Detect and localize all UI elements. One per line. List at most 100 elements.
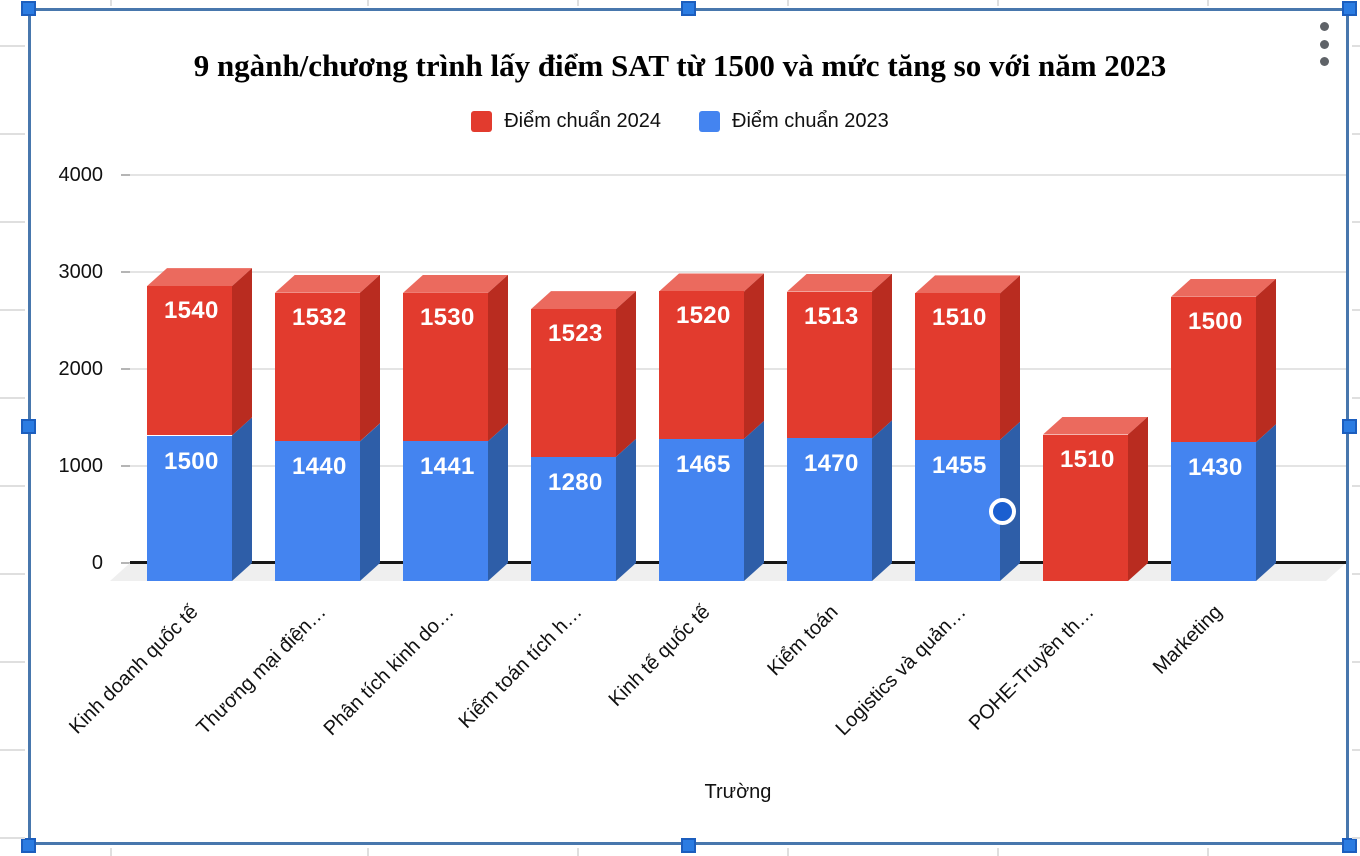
- y-axis-tick: [121, 368, 130, 370]
- chart-selection-border[interactable]: [28, 8, 1349, 845]
- kebab-menu-icon[interactable]: [1312, 20, 1336, 68]
- bar-segment-2024[interactable]: 1510: [915, 293, 1000, 440]
- data-label-2024: 1530: [420, 303, 475, 331]
- sheet-gridline: [1352, 749, 1360, 751]
- data-label-2023: 1440: [292, 453, 347, 481]
- data-label-2024: 1513: [804, 302, 859, 330]
- data-label-2024: 1520: [676, 302, 731, 330]
- selection-handle-top-left[interactable]: [20, 0, 36, 16]
- sheet-gridline: [1352, 573, 1360, 575]
- bar-top-face: [403, 274, 508, 293]
- data-label-2024: 1510: [1060, 445, 1115, 473]
- sheet-gridline: [1352, 221, 1360, 223]
- sheet-gridline: [1352, 45, 1360, 47]
- selection-handle-top-right[interactable]: [1341, 0, 1357, 16]
- bar-segment-2024[interactable]: 1530: [403, 292, 488, 442]
- bar-segment-2024[interactable]: 1532: [275, 292, 360, 442]
- data-label-2023: 1465: [676, 450, 731, 478]
- legend-item-2024[interactable]: Điểm chuẩn 2024: [471, 110, 661, 133]
- bar-top-face: [147, 268, 252, 287]
- bar-segment-2023[interactable]: 1455: [915, 439, 1000, 581]
- bar-side-face-2024: [1256, 278, 1276, 442]
- data-label-2024: 1510: [932, 304, 987, 332]
- bar-side-face-2023: [1256, 424, 1276, 581]
- sheet-gridline: [1352, 397, 1360, 399]
- legend-label: Điểm chuẩn 2023: [732, 110, 889, 132]
- datapoint-highlight-circle[interactable]: [989, 498, 1016, 525]
- sheet-gridline: [110, 848, 112, 856]
- y-axis-tick: [121, 271, 130, 273]
- y-axis-tick: [121, 562, 130, 564]
- bar-segment-2023[interactable]: 1465: [659, 438, 744, 581]
- sheet-gridline: [0, 397, 25, 399]
- sheet-gridline: [0, 45, 25, 47]
- bar-segment-2024[interactable]: 1523: [531, 309, 616, 457]
- selection-handle-top-center[interactable]: [681, 0, 696, 16]
- sheet-gridline: [1352, 133, 1360, 135]
- data-label-2023: 1470: [804, 450, 859, 478]
- selection-handle-bottom-right[interactable]: [1341, 837, 1357, 853]
- sheet-gridline: [997, 848, 999, 856]
- bar-segment-2023[interactable]: 1441: [403, 441, 488, 581]
- sheet-gridline: [0, 309, 25, 311]
- data-label-2024: 1500: [1188, 307, 1243, 335]
- bar-side-face-2024: [1000, 275, 1020, 440]
- legend-item-2023[interactable]: Điểm chuẩn 2023: [699, 110, 889, 133]
- y-axis-label: 4000: [58, 164, 104, 186]
- sheet-gridline: [367, 848, 369, 856]
- bar-segment-2023[interactable]: 1430: [1171, 442, 1256, 581]
- y-axis-label: 2000: [58, 358, 104, 380]
- y-axis-tick: [121, 465, 130, 467]
- bar-side-face-2024: [360, 274, 380, 441]
- legend-label: Điểm chuẩn 2024: [504, 110, 661, 132]
- legend-swatch: [471, 111, 493, 132]
- selection-handle-middle-right[interactable]: [1341, 419, 1357, 434]
- kebab-dot: [1319, 57, 1329, 66]
- chart-legend: Điểm chuẩn 2024 Điểm chuẩn 2023: [0, 110, 1360, 133]
- sheet-gridline: [577, 848, 579, 856]
- bar-segment-2024[interactable]: 1510: [1043, 434, 1128, 581]
- selection-handle-middle-left[interactable]: [20, 419, 36, 434]
- bar-segment-2024[interactable]: 1520: [659, 291, 744, 439]
- bar-segment-2024[interactable]: 1540: [147, 286, 232, 436]
- bar-side-face-2024: [488, 274, 508, 442]
- bar-segment-2024[interactable]: 1500: [1171, 296, 1256, 443]
- bar-side-face-2023: [872, 420, 892, 581]
- sheet-gridline: [0, 837, 25, 839]
- bar-side-face-2023: [488, 423, 508, 581]
- bar-segment-2023[interactable]: 1500: [147, 435, 232, 581]
- bar-segment-2023[interactable]: 1470: [787, 438, 872, 581]
- y-axis-label: 3000: [58, 261, 104, 283]
- bar-side-face-2023: [360, 423, 380, 581]
- sheet-gridline: [1352, 485, 1360, 487]
- bar-side-face-2023: [744, 420, 764, 581]
- sheet-gridline: [0, 661, 25, 663]
- bar-segment-2023[interactable]: 1440: [275, 441, 360, 581]
- sheet-gridline: [0, 485, 25, 487]
- kebab-dot: [1319, 39, 1329, 49]
- data-label-2023: 1500: [164, 447, 219, 475]
- bar-top-face: [531, 291, 636, 310]
- sheet-gridline: [997, 0, 999, 6]
- bar-side-face-2023: [616, 438, 636, 581]
- bar-side-face-2024: [872, 273, 892, 439]
- y-gridline-3000: [130, 271, 1346, 273]
- bar-segment-2024[interactable]: 1513: [787, 291, 872, 439]
- bar-top-face: [787, 273, 892, 292]
- legend-swatch: [699, 111, 720, 132]
- bar-side-face-2024: [616, 291, 636, 457]
- y-axis-tick: [121, 174, 130, 176]
- selection-handle-bottom-left[interactable]: [20, 837, 36, 853]
- sheet-gridline: [1352, 661, 1360, 663]
- data-label-2023: 1280: [548, 468, 603, 496]
- sheet-gridline: [0, 749, 25, 751]
- selection-handle-bottom-center[interactable]: [681, 837, 696, 853]
- bar-side-face-2024: [1128, 416, 1148, 581]
- bar-top-face: [659, 273, 764, 292]
- x-axis-title: Trường: [704, 781, 772, 803]
- bar-segment-2023[interactable]: 1280: [531, 456, 616, 581]
- sheet-gridline: [0, 573, 25, 575]
- bar-top-face: [1043, 416, 1148, 435]
- sheet-gridline: [787, 0, 789, 6]
